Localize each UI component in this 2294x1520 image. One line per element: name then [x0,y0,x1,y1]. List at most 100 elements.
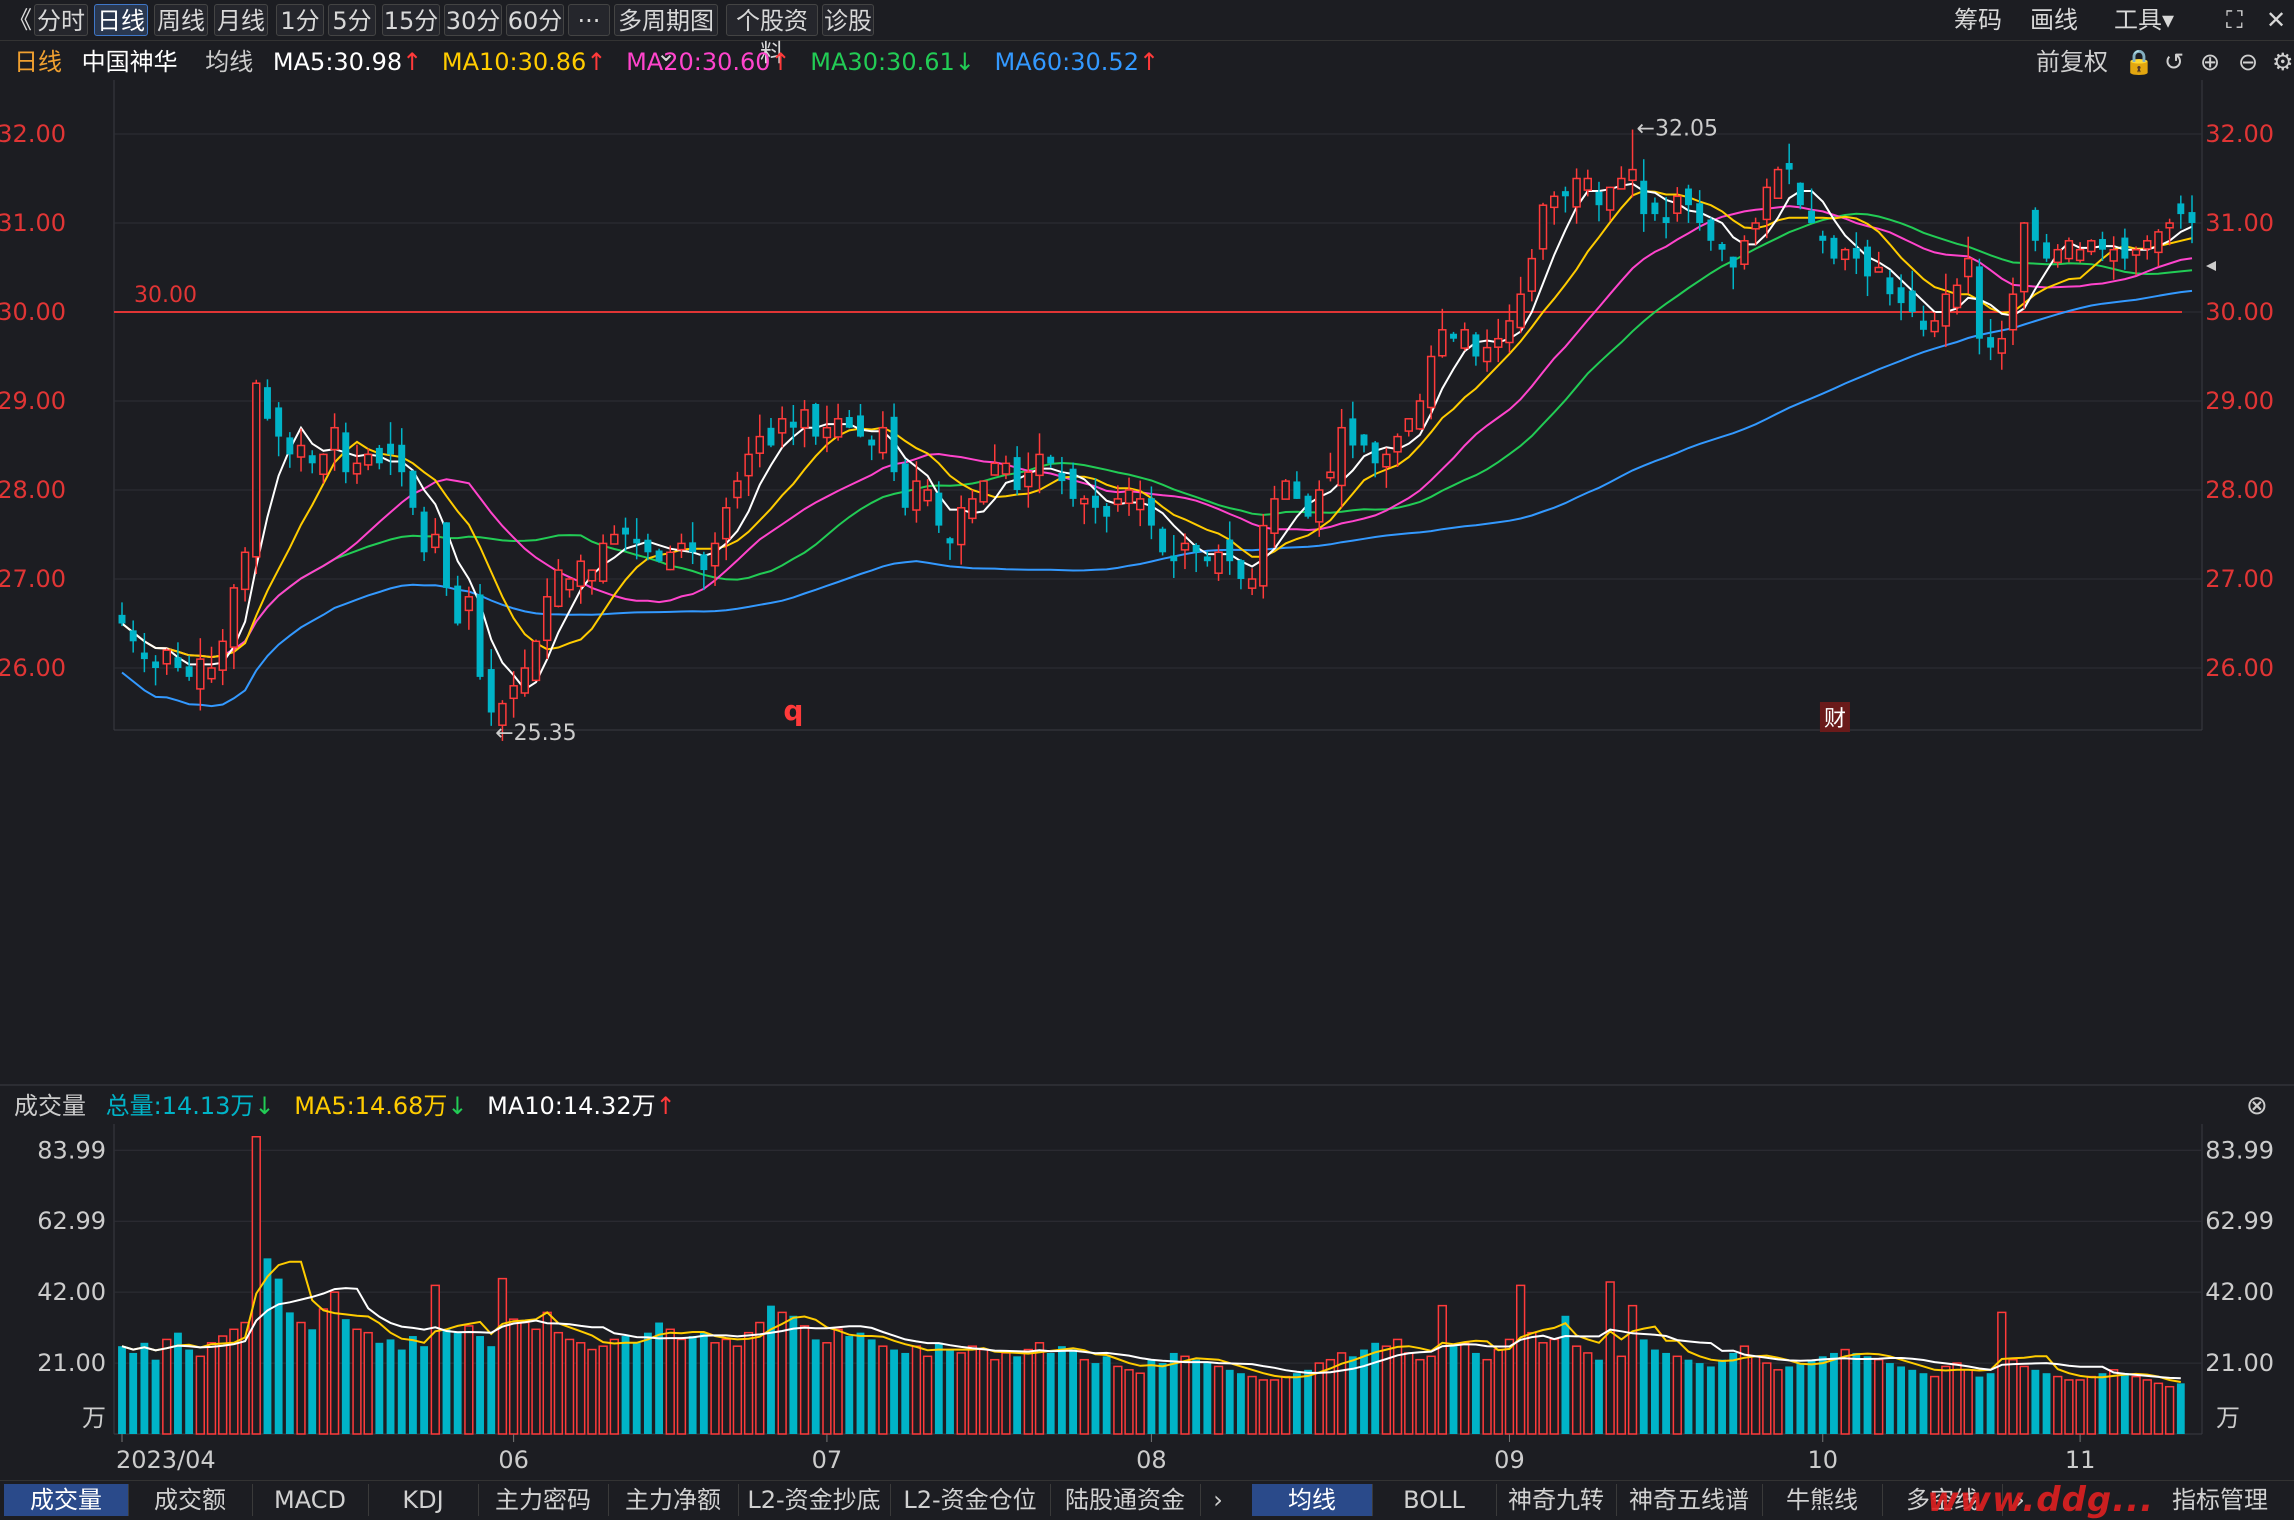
tab-indicator-manage[interactable]: 指标管理 [2172,1486,2268,1514]
candle-body [1382,453,1391,468]
candle-body [330,426,339,451]
volume-bar [2064,1379,2074,1435]
diagnose-button[interactable]: 诊股 [822,4,874,36]
volume-bar [162,1338,172,1435]
volume-bar [1471,1352,1480,1434]
candle-body [2177,203,2185,215]
volume-bar [1639,1339,1648,1434]
candle-body [2188,212,2196,223]
tab-volume[interactable]: 成交量 [4,1484,129,1516]
candle-body [700,554,708,571]
candle-body [1808,210,1816,223]
candle-body [554,569,563,608]
adjust-toggle[interactable]: 前复权 [2036,48,2108,76]
x-month-label: 2023/04 [116,1446,216,1474]
chevron-right-icon-2[interactable]: › [2015,1486,2025,1514]
tools-button[interactable]: 工具▾ [2114,4,2174,36]
tab-l2-position[interactable]: L2-资金仓位 [890,1484,1051,1516]
candle-body [1226,539,1234,562]
event-marker-q: q [783,694,803,727]
candle-body [901,463,909,508]
tab-l2-bottom[interactable]: L2-资金抄底 [738,1484,891,1516]
candle-body [342,432,350,473]
volume-bar [1079,1358,1089,1435]
volume-bar [609,1338,619,1435]
volume-bar [1684,1359,1693,1434]
tab-kdj[interactable]: KDJ [368,1484,479,1516]
volume-bar [1595,1359,1603,1434]
volume-bar [218,1335,228,1435]
candle-body [129,630,137,642]
candle-body [1281,480,1290,500]
candle-body [1460,329,1469,349]
tab-main-code[interactable]: 主力密码 [478,1484,609,1516]
stock-info-button[interactable]: 个股资料 [726,4,818,67]
candle-body [476,594,484,677]
volume-bar [576,1342,586,1435]
volume-bar [409,1336,417,1434]
vol-y-tick-left: 62.99 [37,1207,106,1235]
tab-macd[interactable]: MACD [252,1484,369,1516]
period-tab-weekly[interactable]: 周线 [154,4,208,36]
volume-bar [1437,1304,1447,1435]
close-icon[interactable]: ✕ [2266,6,2287,34]
candle-body [1091,495,1099,508]
watermark: www.ddg... [1927,1480,2154,1520]
period-tab-60min[interactable]: 60分 [506,4,564,36]
volume-bar [308,1329,317,1434]
candle-body [2154,231,2163,254]
tab-turnover[interactable]: 成交额 [128,1484,253,1516]
period-tab-5min[interactable]: 5分 [328,4,376,36]
ma-info-bar: 日线 中国神华 均线 MA5:30.98↑ MA10:30.86↑ MA20:3… [0,44,1171,80]
volume-bar [1169,1352,1178,1434]
volume-bar [1852,1352,1861,1434]
back-icon[interactable]: 《 [8,6,32,34]
candle-body [1975,266,1983,339]
tab-boll[interactable]: BOLL [1372,1484,1497,1516]
period-tab-daily[interactable]: 日线 [94,4,148,36]
period-tab-fenshi[interactable]: 分时 [34,4,88,36]
fullscreen-icon[interactable]: ⛶ [2226,6,2243,34]
volume-bar [1135,1372,1145,1435]
tab-magic-nine[interactable]: 神奇九转 [1496,1484,1617,1516]
multi-period-button[interactable]: 多周期图 ⌄ [614,4,718,67]
period-tab-1min[interactable]: 1分 [276,4,324,36]
volume-bar [777,1311,787,1435]
candle-body [1103,506,1111,517]
candle-body [1707,219,1715,241]
chevron-right-icon[interactable]: › [1213,1486,1223,1514]
tab-ma[interactable]: 均线 [1252,1484,1373,1516]
tab-hk-connect[interactable]: 陆股通资金 [1050,1484,1201,1516]
close-panel-icon[interactable]: ⊗ [2246,1091,2268,1121]
tab-long-short[interactable]: 多空线 [1882,1484,2003,1516]
chips-button[interactable]: 筹码 [1954,6,2002,34]
candle-body [1293,481,1301,499]
candlestick-chart[interactable]: 32.00 32.00 31.00 31.00 30.00 30.00 29.00 29.00… [0,80,2294,1084]
undo-icon[interactable]: ↺ [2164,48,2185,76]
period-tab-30min[interactable]: 30分 [444,4,502,36]
more-periods-button[interactable]: ··· [568,4,610,36]
draw-button[interactable]: 画线 [2030,6,2078,34]
zoom-out-icon[interactable]: ⊖ [2238,48,2259,76]
settings-gear-icon[interactable]: ⚙ [2272,48,2294,76]
volume-chart[interactable]: 83.99 83.99 62.99 62.99 42.00 42.00 21.00 21.00… [0,1124,2294,1480]
volume-bar [1381,1345,1392,1435]
candle-body [677,542,686,551]
candle-body [1159,528,1167,553]
x-month-label: 11 [2065,1446,2096,1474]
volume-bar [1124,1369,1134,1435]
zoom-in-icon[interactable]: ⊕ [2200,48,2221,76]
candle-body [1024,471,1033,488]
candle-body [767,427,775,446]
tab-bull-bear[interactable]: 牛熊线 [1762,1484,1883,1516]
period-tab-monthly[interactable]: 月线 [214,4,268,36]
lock-icon[interactable]: 🔒 [2124,48,2154,76]
tab-magic-five[interactable]: 神奇五线谱 [1616,1484,1763,1516]
volume-bar [1561,1315,1570,1434]
volume-bar [1651,1349,1659,1434]
tab-main-net[interactable]: 主力净额 [608,1484,739,1516]
volume-bar [129,1352,138,1434]
volume-bar [564,1338,575,1435]
volume-bar [174,1332,182,1434]
period-tab-15min[interactable]: 15分 [382,4,440,36]
